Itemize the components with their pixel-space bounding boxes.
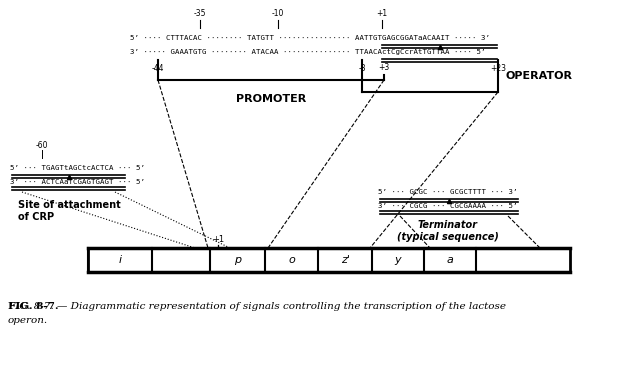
- Text: +1: +1: [376, 9, 388, 18]
- Text: operon.: operon.: [8, 316, 48, 325]
- Text: PROMOTER: PROMOTER: [236, 94, 306, 104]
- Text: 3’ ····· GAAATGTG ········ ATACAA ··············· TTAACActCgCcrAtTGTTAA ···· 5’: 3’ ····· GAAATGTG ········ ATACAA ······…: [130, 49, 485, 55]
- Text: 5’ ··· TGAGTtAGCtcACTCA ··· 5’: 5’ ··· TGAGTtAGCtcACTCA ··· 5’: [10, 165, 145, 171]
- Text: +1: +1: [212, 235, 224, 244]
- Text: i: i: [119, 255, 122, 265]
- Text: Terminator: Terminator: [418, 220, 478, 230]
- Text: y: y: [395, 255, 401, 265]
- Text: FIG. 8-7. — Diagrammatic representation of signals controlling the transcription: FIG. 8-7. — Diagrammatic representation …: [8, 302, 506, 311]
- Text: a: a: [447, 255, 454, 265]
- Text: -3: -3: [358, 64, 366, 73]
- Text: 3’ ··· CGCG ··· CGCGAAAA ··· 5’: 3’ ··· CGCG ··· CGCGAAAA ··· 5’: [378, 203, 517, 209]
- Text: +3: +3: [378, 63, 389, 72]
- Text: -35: -35: [193, 9, 207, 18]
- Text: -44: -44: [152, 64, 164, 73]
- Text: 5’ ···· CTTTACAC ········ TATGTT ················ AATTGTGAGCGGATaACAAIT ····· 3’: 5’ ···· CTTTACAC ········ TATGTT ·······…: [130, 35, 490, 41]
- Text: o: o: [288, 255, 295, 265]
- Text: OPERATOR: OPERATOR: [506, 71, 573, 81]
- Text: (typical sequence): (typical sequence): [397, 232, 499, 242]
- Bar: [88, 248, 570, 272]
- Text: -60: -60: [36, 141, 48, 150]
- Text: z': z': [341, 255, 349, 265]
- Text: FIG. 8-7.: FIG. 8-7.: [8, 302, 59, 311]
- Text: p: p: [234, 255, 241, 265]
- Text: 3’ ··· ACTCAaTCGAGTGAGT ··· 5’: 3’ ··· ACTCAaTCGAGTGAGT ··· 5’: [10, 179, 145, 185]
- Text: 5’ ··· GCGC ··· GCGCTTTT ··· 3’: 5’ ··· GCGC ··· GCGCTTTT ··· 3’: [378, 189, 517, 195]
- Text: of CRP: of CRP: [18, 212, 54, 222]
- Text: +23: +23: [490, 64, 506, 73]
- Text: -10: -10: [272, 9, 284, 18]
- Text: Site of attachment: Site of attachment: [18, 200, 121, 210]
